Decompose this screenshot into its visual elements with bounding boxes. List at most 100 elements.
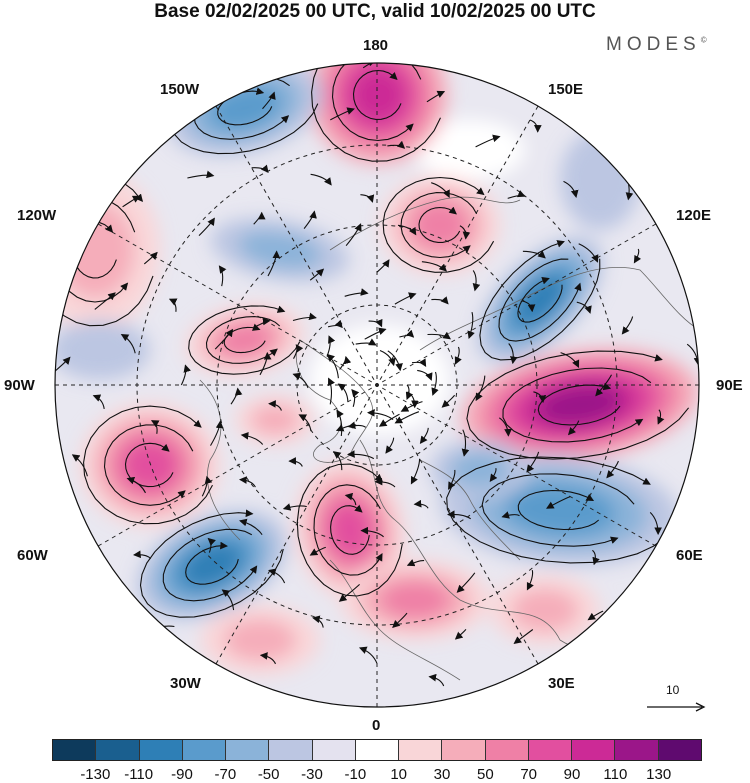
flow-arrow: [459, 225, 471, 240]
flow-arrow: [587, 610, 604, 621]
color-scale-swatch: [96, 739, 140, 761]
color-scale-swatch: [572, 739, 616, 761]
vector-scale-value: 10: [666, 683, 680, 697]
flow-arrow: [367, 408, 394, 421]
flow-arrow: [251, 164, 269, 174]
lon-label-90e: 90E: [716, 377, 743, 394]
flow-arrow: [180, 364, 191, 386]
flow-arrow: [262, 91, 276, 110]
lon-label-180: 180: [363, 37, 389, 54]
flow-arrow: [576, 301, 592, 314]
flow-arrow: [426, 90, 446, 103]
flow-arrow: [513, 629, 534, 644]
streamline: [330, 504, 370, 555]
streamline: [418, 206, 461, 243]
flow-arrow: [407, 391, 419, 409]
anomaly-blob: [310, 325, 450, 435]
map-border: [54, 62, 700, 708]
flow-arrow: [475, 134, 501, 148]
color-scale-swatch: [52, 739, 97, 761]
anomaly-blob: [238, 230, 322, 270]
flow-arrow: [387, 140, 406, 149]
flow-arrow: [419, 427, 429, 444]
flow-arrow: [472, 270, 481, 292]
flow-arrow: [563, 180, 579, 198]
coastline-path: [419, 266, 699, 351]
color-scale-tick-label: 70: [520, 766, 537, 783]
flow-arrow: [448, 469, 456, 490]
flow-arrow: [360, 194, 375, 203]
color-scale-swatch: [442, 739, 486, 761]
color-scale-bar: [52, 739, 702, 761]
flow-arrow: [379, 349, 396, 367]
flow-arrow: [546, 496, 571, 509]
flow-arrow: [310, 173, 332, 186]
streamline: [517, 489, 600, 531]
flow-arrow: [288, 457, 303, 467]
color-scale-tick-label: 90: [563, 766, 581, 783]
flow-arrow: [344, 288, 369, 297]
lon-label-150w: 150W: [160, 81, 200, 98]
flow-arrow: [399, 329, 415, 338]
meridian-line: [90, 219, 664, 551]
flow-arrow: [428, 673, 445, 687]
wind-streamlines: [55, 63, 699, 707]
anomaly-blob: [350, 67, 406, 123]
flow-arrow: [309, 546, 326, 556]
anomaly-blob: [224, 619, 296, 661]
flow-arrow: [143, 251, 158, 265]
flow-arrow: [508, 343, 518, 365]
streamline: [188, 305, 301, 375]
coastline-path: [419, 459, 521, 561]
flow-arrow: [406, 559, 425, 567]
streamline: [296, 463, 403, 597]
lon-label-90w: 90W: [4, 377, 35, 394]
flow-arrow: [533, 391, 547, 404]
flow-arrow: [649, 512, 662, 536]
flow-arrow: [413, 499, 429, 509]
flow-arrow: [606, 460, 619, 479]
streamline: [83, 405, 213, 525]
flow-arrow: [336, 409, 344, 437]
flow-arrow: [122, 195, 141, 208]
color-scale-swatch: [182, 739, 227, 761]
flow-arrow: [328, 377, 335, 405]
flow-arrow: [592, 549, 600, 566]
flow-arrow: [240, 432, 264, 445]
flow-arrow: [309, 268, 325, 281]
flow-arrow: [621, 316, 634, 335]
flow-arrow: [201, 475, 213, 497]
coastline-path: [329, 559, 461, 681]
flow-arrow: [417, 369, 433, 381]
map-title: Base 02/02/2025 00 UTC, valid 10/02/2025…: [154, 1, 596, 22]
flow-arrow: [454, 346, 462, 365]
streamline: [139, 509, 284, 618]
flow-arrow: [330, 107, 355, 121]
color-scale-swatch: [269, 739, 313, 761]
flow-arrow: [221, 589, 235, 611]
flow-arrow: [526, 451, 540, 473]
lon-label-60e: 60E: [676, 547, 703, 564]
streamline: [466, 350, 690, 460]
anomaly-blob: [412, 201, 468, 249]
flow-arrow: [335, 424, 357, 432]
flow-arrow: [355, 338, 377, 346]
color-scale-tick-label: -50: [257, 766, 280, 783]
flow-arrow: [368, 318, 383, 328]
color-scale-tick-label: 130: [646, 766, 672, 783]
flow-arrow: [150, 420, 160, 434]
flow-arrow: [312, 615, 324, 628]
graticule: [55, 63, 699, 707]
flow-arrow: [507, 190, 526, 199]
flow-arrow: [385, 437, 395, 454]
flow-arrow: [345, 223, 362, 247]
flow-arrow: [657, 409, 665, 425]
flow-arrow: [498, 417, 512, 437]
color-scale-swatch: [658, 739, 702, 761]
color-scale-swatch: [312, 739, 356, 761]
flow-arrow: [362, 63, 377, 69]
streamline: [537, 382, 621, 426]
flow-arrow: [339, 355, 352, 370]
color-scale-tick-label: 10: [390, 766, 407, 783]
flow-arrow: [522, 300, 536, 313]
